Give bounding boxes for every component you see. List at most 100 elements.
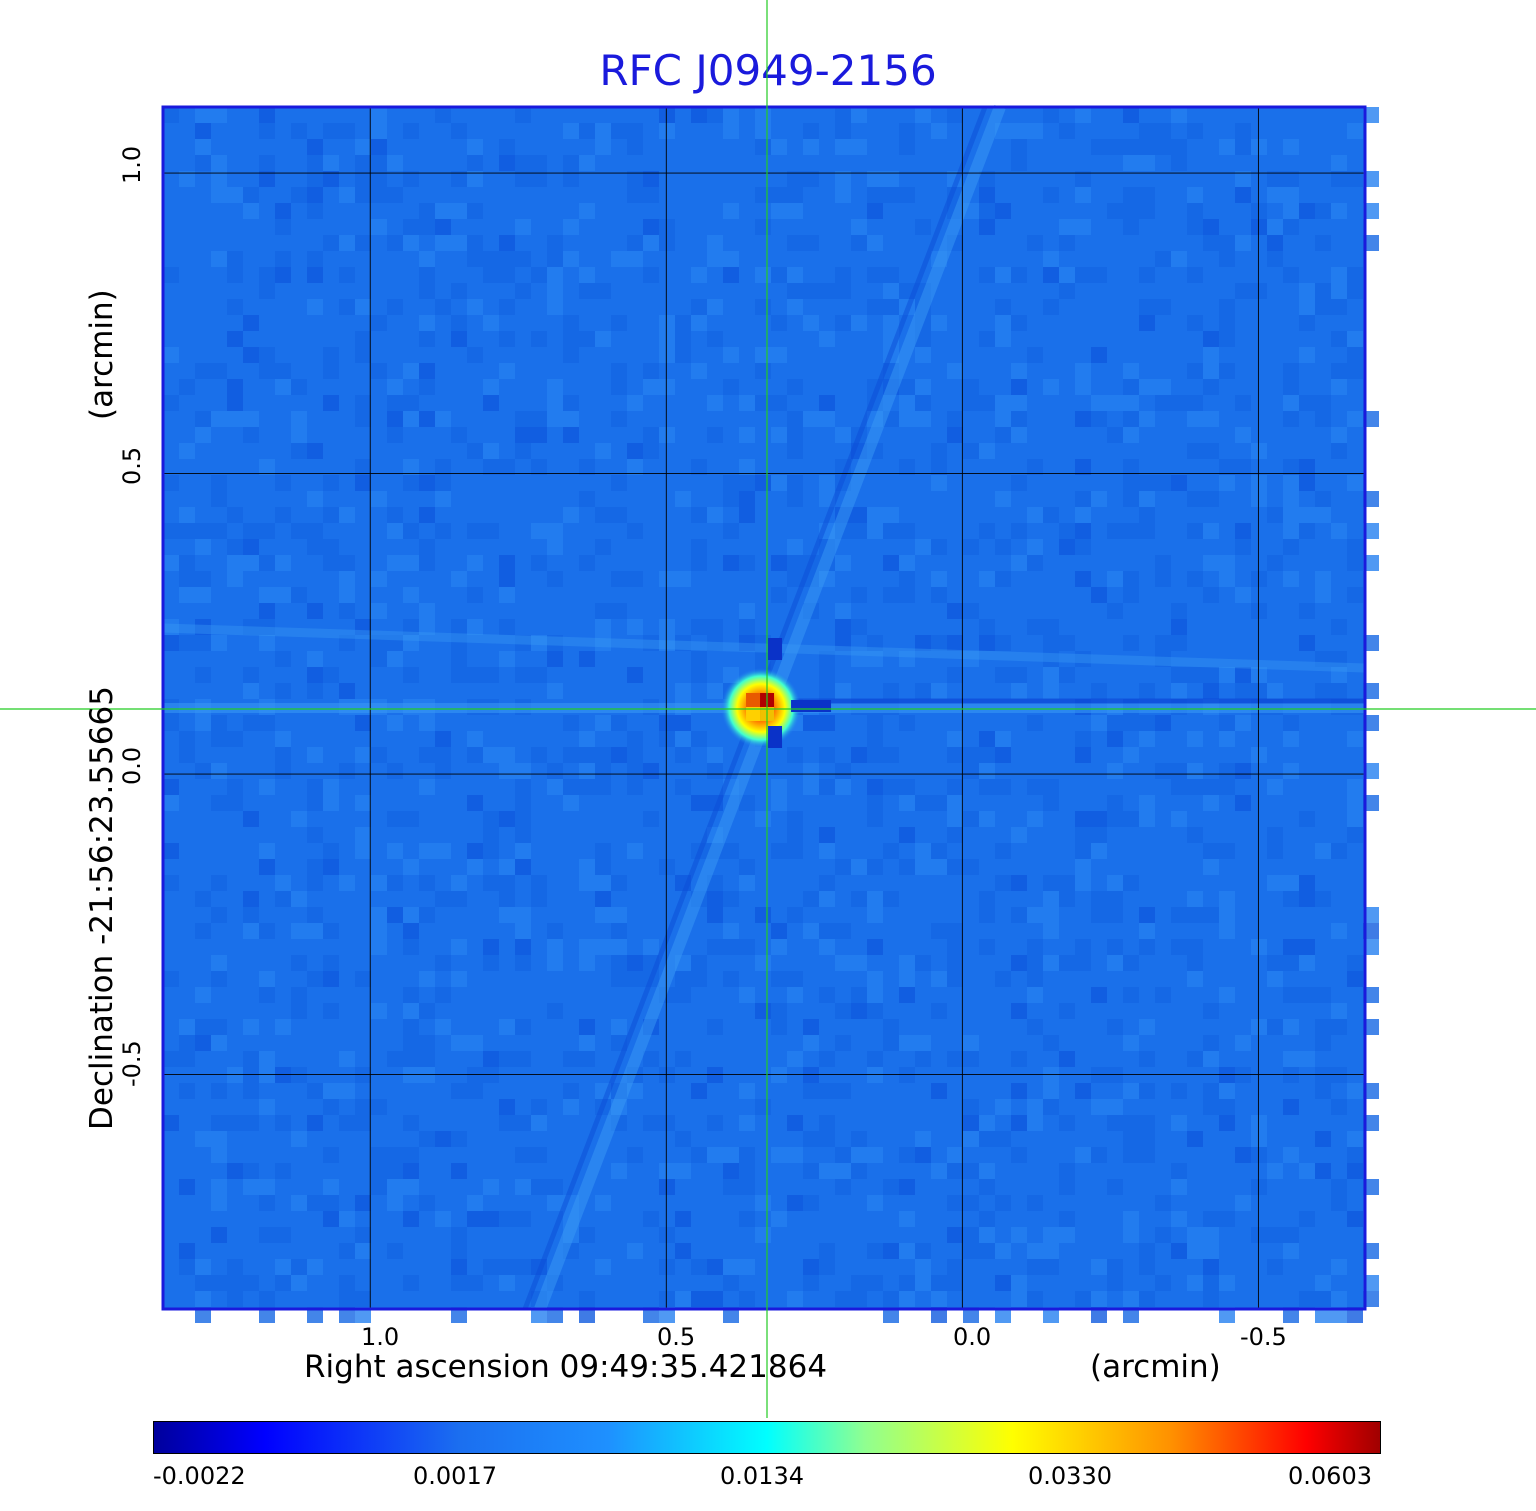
- noise-cell: [611, 507, 627, 523]
- noise-cell: [883, 267, 899, 283]
- noise-cell: [1171, 251, 1187, 267]
- noise-cell: [435, 1211, 451, 1227]
- noise-cell: [403, 939, 419, 955]
- noise-cell: [803, 1163, 819, 1179]
- noise-cell: [1107, 1115, 1123, 1131]
- noise-cell: [163, 875, 179, 891]
- noise-cell: [371, 651, 387, 667]
- noise-cell: [643, 379, 659, 395]
- noise-cell: [195, 1035, 211, 1051]
- noise-cell: [163, 1115, 179, 1131]
- noise-cell: [259, 971, 275, 987]
- noise-cell: [595, 443, 611, 459]
- noise-cell: [995, 1275, 1011, 1291]
- noise-cell: [323, 779, 339, 795]
- noise-cell: [595, 635, 611, 651]
- noise-cell: [755, 299, 771, 315]
- noise-cell: [1283, 411, 1299, 427]
- noise-cell: [227, 731, 243, 747]
- noise-cell: [611, 123, 627, 139]
- noise-cell: [1011, 475, 1027, 491]
- noise-cell: [883, 779, 899, 795]
- noise-cell: [419, 779, 435, 795]
- noise-cell: [659, 219, 675, 235]
- noise-cell: [211, 107, 227, 123]
- noise-cell: [723, 1307, 739, 1323]
- noise-cell: [963, 811, 979, 827]
- noise-cell: [355, 795, 371, 811]
- noise-cell: [259, 171, 275, 187]
- noise-cell: [259, 843, 275, 859]
- noise-cell: [1123, 1211, 1139, 1227]
- noise-cell: [1139, 1051, 1155, 1067]
- noise-cell: [1299, 811, 1315, 827]
- noise-cell: [963, 443, 979, 459]
- noise-cell: [1043, 1243, 1059, 1259]
- noise-cell: [435, 411, 451, 427]
- noise-cell: [787, 827, 803, 843]
- noise-cell: [771, 923, 787, 939]
- noise-cell: [323, 235, 339, 251]
- noise-cell: [563, 507, 579, 523]
- noise-cell: [515, 219, 531, 235]
- noise-cell: [835, 315, 851, 331]
- noise-cell: [419, 203, 435, 219]
- noise-cell: [595, 603, 611, 619]
- noise-cell: [1091, 139, 1107, 155]
- noise-cell: [707, 763, 723, 779]
- noise-cell: [307, 443, 323, 459]
- noise-cell: [259, 555, 275, 571]
- noise-cell: [323, 1179, 339, 1195]
- noise-cell: [835, 1003, 851, 1019]
- noise-cell: [467, 587, 483, 603]
- noise-cell: [387, 555, 403, 571]
- radio-source: [721, 638, 832, 748]
- noise-cell: [595, 779, 611, 795]
- noise-cell: [1011, 667, 1027, 683]
- noise-cell: [275, 875, 291, 891]
- noise-cell: [883, 1035, 899, 1051]
- noise-cell: [1059, 667, 1075, 683]
- noise-cell: [675, 347, 691, 363]
- noise-cell: [1043, 779, 1059, 795]
- noise-cell: [547, 251, 563, 267]
- noise-cell: [819, 667, 835, 683]
- noise-cell: [1107, 955, 1123, 971]
- noise-cell: [1235, 763, 1251, 779]
- noise-cell: [915, 379, 931, 395]
- noise-cell: [531, 1307, 547, 1323]
- noise-cell: [899, 523, 915, 539]
- noise-cell: [243, 427, 259, 443]
- noise-cell: [1267, 827, 1283, 843]
- noise-cell: [835, 763, 851, 779]
- noise-cell: [1155, 1275, 1171, 1291]
- noise-cell: [947, 1147, 963, 1163]
- noise-cell: [995, 1307, 1011, 1323]
- noise-cell: [963, 395, 979, 411]
- noise-cell: [691, 299, 707, 315]
- noise-cell: [723, 1259, 739, 1275]
- noise-cell: [323, 795, 339, 811]
- noise-cell: [787, 539, 803, 555]
- noise-cell: [1363, 1083, 1379, 1099]
- noise-cell: [883, 283, 899, 299]
- noise-cell: [211, 1195, 227, 1211]
- colorbar-label: 0.0330: [1028, 1462, 1112, 1490]
- noise-cell: [707, 299, 723, 315]
- noise-cell: [307, 971, 323, 987]
- source-negative-pixel: [768, 726, 783, 748]
- noise-cell: [515, 779, 531, 795]
- noise-cell: [323, 475, 339, 491]
- noise-cell: [771, 587, 787, 603]
- noise-cell: [307, 187, 323, 203]
- noise-cell: [227, 187, 243, 203]
- noise-cell: [211, 155, 227, 171]
- noise-cell: [851, 651, 867, 667]
- noise-cell: [483, 827, 499, 843]
- noise-cell: [1043, 875, 1059, 891]
- noise-cell: [1267, 843, 1283, 859]
- noise-cell: [1203, 235, 1219, 251]
- noise-cell: [787, 1195, 803, 1211]
- noise-cell: [707, 1115, 723, 1131]
- noise-cell: [1075, 651, 1091, 667]
